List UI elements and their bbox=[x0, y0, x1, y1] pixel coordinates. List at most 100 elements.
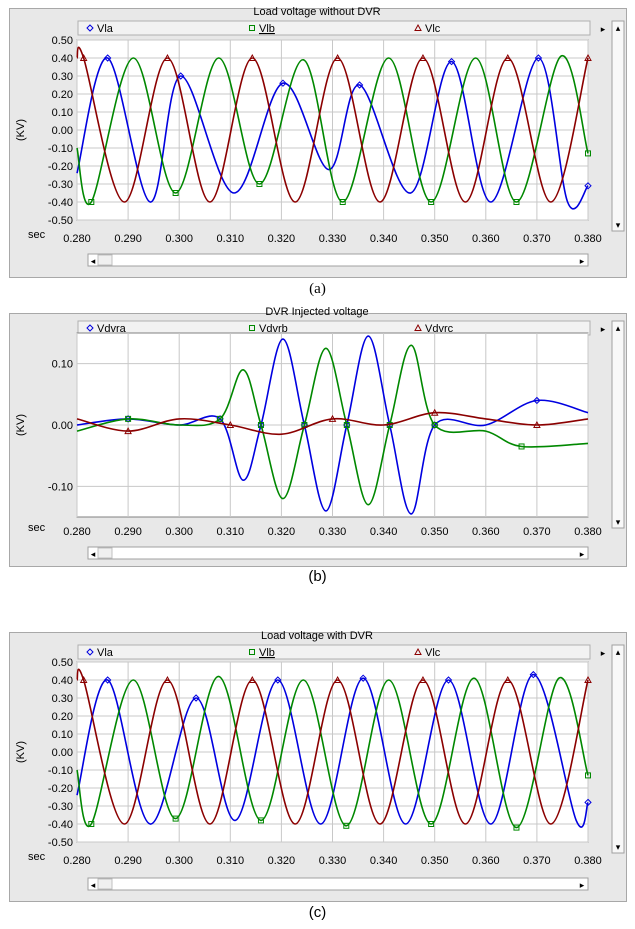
x-tick-c: 0.330 bbox=[319, 855, 347, 867]
x-tick-b: 0.320 bbox=[268, 526, 296, 538]
scroll-left-icon-b: ◂ bbox=[91, 549, 96, 559]
y-tick-a: 0.00 bbox=[52, 125, 73, 137]
data-point-c-Vlb bbox=[585, 772, 591, 779]
x-tick-a: 0.320 bbox=[268, 233, 296, 245]
data-point-a-Vlb bbox=[88, 199, 95, 205]
y-tick-b: 0.00 bbox=[52, 420, 73, 432]
legend-label-c-1: Vlb bbox=[259, 647, 275, 659]
legend-label-a-1: Vlb bbox=[259, 23, 275, 35]
chart-title-b: DVR Injected voltage bbox=[265, 306, 368, 318]
y-tick-a: -0.10 bbox=[48, 143, 73, 155]
legend-marker-b-1 bbox=[249, 325, 255, 331]
v-scrollbar-c[interactable] bbox=[611, 644, 625, 854]
x-tick-a: 0.360 bbox=[472, 233, 500, 245]
legend-label-b-2: Vdvrc bbox=[425, 323, 454, 335]
expand-icon-c: ▸ bbox=[601, 648, 606, 658]
legend-label-a-0: Vla bbox=[97, 23, 114, 35]
y-tick-a: 0.50 bbox=[52, 35, 73, 47]
x-tick-c: 0.380 bbox=[574, 855, 602, 867]
y-tick-a: -0.30 bbox=[48, 179, 73, 191]
data-point-a-Vlb bbox=[172, 190, 179, 196]
data-point-c-Vla bbox=[192, 694, 200, 702]
chart-b-svg: DVR Injected voltage Vdvra Vdvrb Vdvrc ▸ ▴ ▾ 0.… bbox=[10, 306, 625, 560]
y-tick-a: 0.30 bbox=[52, 71, 73, 83]
x-tick-a: 0.310 bbox=[217, 233, 245, 245]
v-scrollbar-b[interactable] bbox=[611, 320, 625, 529]
h-scrollbar-a[interactable] bbox=[87, 253, 589, 267]
scroll-right-icon-a: ▸ bbox=[580, 256, 585, 266]
caption-c: (c) bbox=[308, 904, 327, 921]
data-point-c-Vlc bbox=[503, 675, 512, 683]
x-tick-c: 0.340 bbox=[370, 855, 398, 867]
legend-label-b-0: Vdvra bbox=[97, 323, 127, 335]
h-scroll-thumb-c[interactable] bbox=[97, 878, 113, 890]
data-point-c-Vla bbox=[444, 676, 453, 684]
v-scrollbar-a[interactable] bbox=[611, 20, 625, 232]
h-scroll-thumb-b[interactable] bbox=[97, 547, 113, 559]
data-point-a-Vlc bbox=[333, 53, 342, 61]
y-axis-label-c: (KV) bbox=[15, 741, 27, 763]
x-tick-c: 0.300 bbox=[165, 855, 193, 867]
scroll-down-icon-c: ▾ bbox=[616, 842, 621, 852]
scroll-up-icon-c: ▴ bbox=[616, 647, 621, 657]
x-tick-a: 0.350 bbox=[421, 233, 449, 245]
y-tick-c: 0.00 bbox=[52, 747, 73, 759]
x-tick-b: 0.330 bbox=[319, 526, 347, 538]
data-point-c-Vlc bbox=[419, 675, 427, 683]
data-point-a-Vlc bbox=[503, 53, 512, 61]
scroll-down-icon-a: ▾ bbox=[616, 220, 621, 230]
data-point-c-Vlc bbox=[248, 675, 257, 683]
x-tick-b: 0.310 bbox=[217, 526, 245, 538]
legend-marker-c-1 bbox=[249, 649, 255, 655]
data-point-b-Vdvrb bbox=[125, 415, 132, 422]
scroll-left-icon-c: ◂ bbox=[91, 880, 96, 890]
data-point-b-Vdvrb bbox=[518, 443, 525, 450]
x-tick-c: 0.350 bbox=[421, 855, 449, 867]
x-axis-label-c: sec bbox=[28, 851, 46, 863]
y-tick-b: 0.10 bbox=[52, 359, 73, 371]
x-tick-a: 0.300 bbox=[165, 233, 193, 245]
data-point-b-Vdvrc bbox=[430, 408, 439, 416]
chart-a-svg: Load voltage without DVR Vla Vlb Vlc ▸ ▴ ▾ 0.50… bbox=[10, 6, 625, 267]
y-axis-label-b: (KV) bbox=[15, 414, 27, 436]
data-point-b-Vdvrb bbox=[431, 422, 438, 428]
data-point-a-Vlc bbox=[248, 53, 257, 61]
data-point-b-Vdvrc bbox=[533, 420, 541, 428]
data-point-c-Vla bbox=[274, 676, 282, 684]
x-tick-a: 0.340 bbox=[370, 233, 398, 245]
x-tick-b: 0.380 bbox=[574, 526, 602, 538]
data-point-c-Vlb bbox=[257, 817, 264, 824]
data-point-c-Vlc bbox=[333, 675, 342, 683]
h-scrollbar-b[interactable] bbox=[87, 546, 589, 560]
caption-a: (a) bbox=[309, 281, 326, 297]
x-tick-c: 0.280 bbox=[63, 855, 91, 867]
chart-title-a: Load voltage without DVR bbox=[253, 6, 380, 18]
data-point-b-Vdvrb bbox=[257, 422, 264, 428]
legend-label-c-2: Vlc bbox=[425, 647, 441, 659]
legend-marker-c-2 bbox=[414, 647, 422, 655]
data-point-b-Vdvrc bbox=[124, 427, 132, 435]
data-point-a-Vla bbox=[584, 182, 592, 190]
legend-bar-c bbox=[77, 644, 591, 660]
data-point-a-Vla bbox=[177, 72, 185, 80]
data-point-c-Vla bbox=[103, 676, 112, 684]
data-point-c-Vlb bbox=[343, 822, 350, 829]
legend-marker-a-1 bbox=[249, 25, 255, 31]
data-point-c-Vlb bbox=[428, 821, 435, 827]
legend-label-b-1: Vdvrb bbox=[259, 323, 288, 335]
data-point-c-Vlb bbox=[513, 824, 520, 831]
expand-icon-b: ▸ bbox=[601, 324, 606, 334]
chart-panel-b: DVR Injected voltage Vdvra Vdvrb Vdvrc ▸ ▴ ▾ 0.… bbox=[0, 305, 635, 595]
h-scrollbar-c[interactable] bbox=[87, 877, 589, 891]
h-scroll-thumb-a[interactable] bbox=[97, 254, 113, 266]
series-line-c-Vlc bbox=[76, 668, 589, 825]
data-point-a-Vlb bbox=[513, 199, 520, 205]
data-point-b-Vdvrb bbox=[343, 422, 350, 428]
legend-bar-a bbox=[77, 20, 591, 36]
data-point-c-Vlb bbox=[172, 815, 179, 822]
x-tick-a: 0.290 bbox=[114, 233, 142, 245]
chart-panel-c: Load voltage with DVR Vla Vlb Vlc ▸ ▴ ▾ 0.50 0.4… bbox=[0, 624, 635, 924]
x-axis-label-a: sec bbox=[28, 229, 46, 241]
data-point-a-Vlb bbox=[339, 199, 346, 205]
y-tick-c: 0.10 bbox=[52, 729, 73, 741]
